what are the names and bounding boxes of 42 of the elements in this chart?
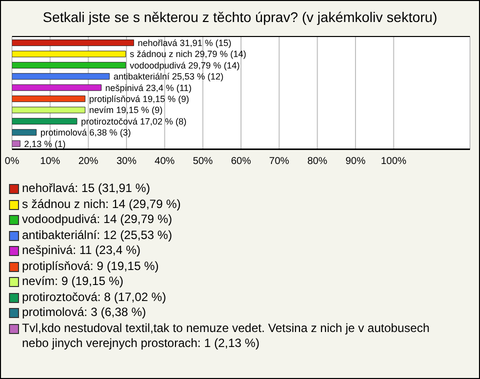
bar	[12, 84, 102, 91]
bar	[12, 73, 110, 80]
text: antibakteriální: 12 (25,53 %)	[22, 228, 172, 243]
category-label: nešpinivá 23,4 % (11)	[105, 82, 192, 93]
x-tick-label: 50%	[192, 156, 213, 168]
x-tick-label: 30%	[116, 156, 137, 168]
data-label: 2,13 % (1)	[24, 138, 66, 149]
category-label: s žádnou z nich 29,79 % (14)	[130, 49, 246, 60]
x-tick-label: 60%	[230, 156, 252, 168]
bar	[12, 50, 126, 58]
x-tick-label: 80%	[307, 156, 328, 168]
text: nešpinivá: 11 (23,4 %)	[22, 243, 141, 258]
text: vodoodpudivá: 14 (29,79 %)	[22, 212, 172, 228]
category-label: vodoodpudivá 29,79 % (14)	[130, 60, 240, 70]
bar	[12, 62, 126, 68]
bar	[12, 129, 37, 136]
x-tick-label: 40%	[154, 156, 175, 168]
text: nehořlavá: 15 (31,91 %)	[22, 181, 150, 196]
x-tick-label: 100%	[380, 156, 407, 168]
bar	[12, 118, 78, 124]
bar	[12, 140, 20, 147]
text: protiroztočová: 8 (17,02 %)	[22, 290, 166, 305]
category-label: antibakteriální 25,53 % (12)	[113, 72, 224, 82]
category-label: nevím 19,15 % (9)	[89, 105, 163, 116]
x-tick-label: 90%	[345, 156, 366, 168]
bar	[12, 106, 86, 114]
category-label: protimolová 6,38 % (3)	[40, 128, 131, 138]
chart-title: Setkali jste se s některou z těchto úprav? (v jakémkoliv sektoru)	[42, 9, 438, 27]
x-tick-label: 10%	[40, 156, 60, 168]
x-tick-label: 20%	[78, 156, 98, 168]
category-label: nehořlavá 31,91 % (15)	[138, 38, 232, 48]
x-tick-label: 70%	[269, 156, 290, 168]
category-label: protiroztočová 17,02 % (8)	[80, 116, 187, 126]
text: Tvl,kdo nestudoval textil,tak to nemuze vedet. Vetsina z nich je v autobusech nebo jinych verejnych prostorach: 1 (2,13 %)	[22, 320, 431, 352]
text: protimolová: 3 (6,38 %)	[22, 305, 146, 320]
bar	[12, 96, 86, 102]
text: s žádnou z nich: 14 (29,79 %)	[22, 196, 181, 212]
text: protiplísňová: 9 (19,15 %)	[22, 258, 159, 274]
category-label: protiplísňová 19,15 % (9)	[89, 94, 190, 104]
bar	[12, 40, 134, 46]
x-tick-label: 0%	[4, 156, 20, 168]
text: nevím: 9 (19,15 %)	[22, 274, 124, 290]
